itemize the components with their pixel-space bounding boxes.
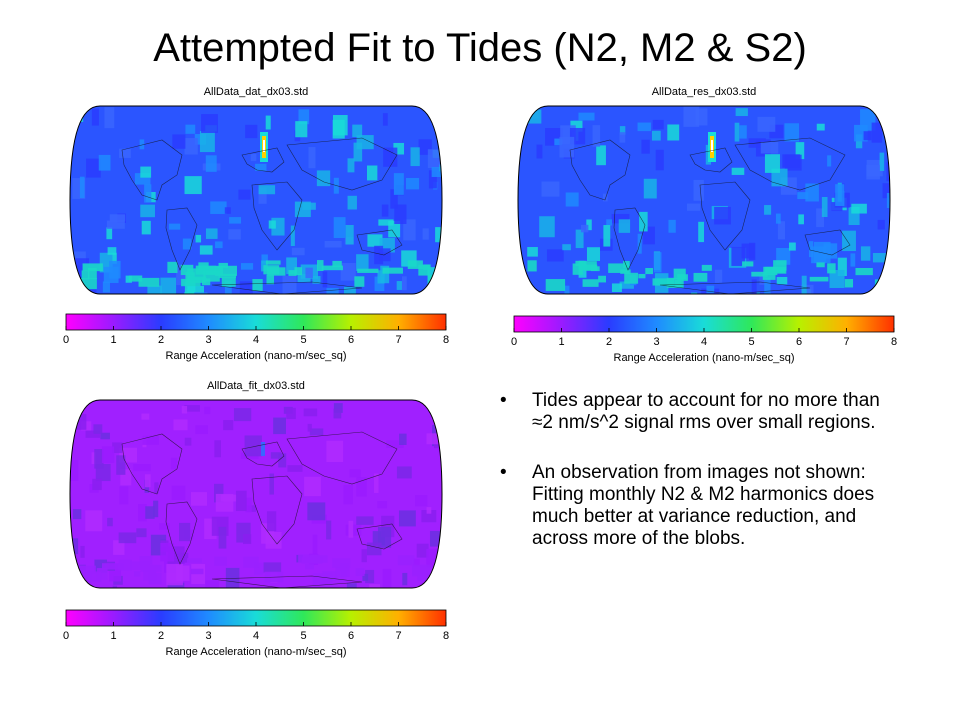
colorbar-tick-label: 1 <box>558 336 564 348</box>
coastline <box>121 139 183 201</box>
bullet-item: • An observation from images not shown: … <box>496 462 896 550</box>
colorbar-tick-label: 5 <box>748 336 754 348</box>
coastline <box>286 431 398 485</box>
colorbar-tick-label: 5 <box>300 630 306 642</box>
colorbar-tick-label: 7 <box>843 336 849 348</box>
coastline <box>165 501 198 565</box>
colorbar-tick-label: 0 <box>63 630 69 642</box>
colorbar: 0 1 2 3 4 5 6 7 8 <box>63 313 449 346</box>
colorbar-tick-label: 6 <box>348 334 354 346</box>
map-field <box>518 106 890 294</box>
colorbar-tick-label: 3 <box>205 334 211 346</box>
map-outline <box>69 105 443 295</box>
colorbar-tick-label: 4 <box>701 336 707 348</box>
bullet-text: An observation from images not shown: Fi… <box>532 462 875 549</box>
colorbar-tick-label: 8 <box>891 336 897 348</box>
colorbar-tick-label: 0 <box>63 334 69 346</box>
colorbar-tick-label: 2 <box>158 334 164 346</box>
map-field <box>70 106 442 294</box>
world-map <box>517 105 891 295</box>
colorbar: 0 1 2 3 4 5 6 7 8 <box>511 315 897 348</box>
coastline <box>211 281 363 294</box>
colorbar-tick-label: 2 <box>606 336 612 348</box>
colorbar-tick-label: 3 <box>653 336 659 348</box>
coastline <box>569 139 631 201</box>
map-panel-fit: AllData_fit_dx03.std 0 1 2 3 4 5 6 7 8 Range Acc… <box>62 380 450 670</box>
coastline <box>251 475 303 545</box>
bullet-list: • Tides appear to account for no more th… <box>496 390 896 578</box>
map-outline <box>69 399 443 589</box>
coastline <box>659 281 811 294</box>
colorbar-tick-label: 1 <box>110 630 116 642</box>
colorbar-tick-label: 7 <box>395 630 401 642</box>
colorbar-tick-label: 4 <box>253 630 259 642</box>
map-title: AllData_dat_dx03.std <box>203 86 309 98</box>
coastline <box>356 523 403 550</box>
map-field <box>70 400 442 588</box>
bullet-text: Tides appear to account for no more than… <box>532 390 880 433</box>
bullet-dot: • <box>500 462 507 483</box>
colorbar-tick-label: 3 <box>205 630 211 642</box>
map-outline <box>517 105 891 295</box>
colorbar-label: Range Acceleration (nano-m/sec_sq) <box>165 350 347 362</box>
colorbar-label: Range Acceleration (nano-m/sec_sq) <box>613 352 795 364</box>
coastline <box>241 441 285 467</box>
coastline <box>356 229 403 256</box>
coastline <box>211 575 363 588</box>
colorbar-tick-label: 7 <box>395 334 401 346</box>
coastline <box>804 229 851 256</box>
bullet-dot: • <box>500 390 507 411</box>
map-panel-dat: AllData_dat_dx03.std 0 1 2 3 4 5 6 7 8 Range Acc… <box>62 86 450 368</box>
coastline <box>613 207 646 271</box>
coastline <box>121 433 183 495</box>
colorbar-tick-label: 6 <box>348 630 354 642</box>
slide-title: Attempted Fit to Tides (N2, M2 & S2) <box>153 26 807 70</box>
coastline <box>241 147 285 173</box>
coastline <box>251 181 303 251</box>
coastline <box>699 181 751 251</box>
coastline <box>165 207 198 271</box>
coastline <box>689 147 733 173</box>
colorbar-tick-label: 2 <box>158 630 164 642</box>
colorbar-tick-label: 8 <box>443 334 449 346</box>
map-title: AllData_res_dx03.std <box>651 86 757 98</box>
coastline <box>286 137 398 191</box>
colorbar-tick-label: 4 <box>253 334 259 346</box>
colorbar-tick-label: 8 <box>443 630 449 642</box>
colorbar-label: Range Acceleration (nano-m/sec_sq) <box>165 646 347 658</box>
world-map <box>69 105 443 295</box>
world-map <box>69 399 443 589</box>
map-title: AllData_fit_dx03.std <box>207 380 305 392</box>
bullet-item: • Tides appear to account for no more th… <box>496 390 896 434</box>
colorbar-tick-label: 0 <box>511 336 517 348</box>
colorbar-tick-label: 5 <box>300 334 306 346</box>
colorbar-tick-label: 6 <box>796 336 802 348</box>
colorbar: 0 1 2 3 4 5 6 7 8 <box>63 609 449 642</box>
colorbar-tick-label: 1 <box>110 334 116 346</box>
coastline <box>734 137 846 191</box>
map-panel-res: AllData_res_dx03.std 0 1 2 3 4 5 6 7 8 Range Acc… <box>510 86 898 368</box>
